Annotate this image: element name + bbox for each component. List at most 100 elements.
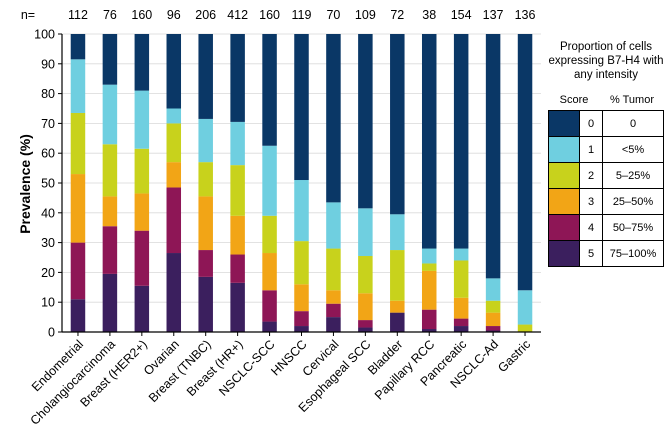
bar-segment-score-2-5: [230, 165, 245, 216]
y-tick-label-10: 10: [41, 296, 55, 310]
y-tick-label-40: 40: [41, 206, 55, 220]
bar-segment-score-4-0: [70, 242, 86, 300]
n-value-0: 112: [68, 8, 88, 22]
bar-segment-score-0-12: [453, 34, 469, 249]
legend-tumor-0: 0: [629, 117, 637, 130]
bar-segment-score-4-12: [453, 318, 469, 327]
bar-segment-score-5-10: [390, 312, 405, 332]
bar-segment-score-5-13: [485, 330, 501, 332]
bar-segment-score-4-4: [198, 250, 213, 277]
bar-segment-score-5-1: [102, 273, 118, 332]
legend: Proportion of cells expressing B7-H4 wit…: [548, 40, 664, 267]
bar-segment-score-0-2: [134, 34, 150, 91]
bar-segment-score-4-13: [485, 326, 501, 331]
legend-tumor-5: 75–100%: [609, 247, 657, 260]
legend-header: Score % Tumor: [548, 94, 664, 106]
bar-segment-score-3-6: [262, 253, 277, 291]
legend-swatch-4: [549, 215, 580, 240]
bar-segment-score-0-4: [198, 34, 213, 119]
bar-segment-score-2-11: [421, 263, 437, 271]
x-tick-label-14: Gastric: [495, 337, 533, 375]
bar-segment-score-5-8: [326, 317, 341, 332]
bar-segment-score-0-7: [294, 34, 309, 181]
bar-segment-score-1-8: [326, 202, 341, 249]
legend-score-3: 3: [580, 189, 603, 214]
legend-swatch-2: [549, 163, 580, 188]
bar-segment-score-1-7: [294, 180, 309, 242]
y-axis-label: Prevalence (%): [17, 134, 33, 234]
bar-segment-score-0-9: [358, 34, 373, 209]
bar-segment-score-4-6: [262, 290, 277, 322]
bar-segment-score-5-5: [230, 282, 245, 332]
bar-segment-score-0-0: [70, 34, 86, 60]
n-values: 112 76 160 96 206 412 160 119 70 109 72 38 154 137 136: [68, 8, 536, 22]
bar-segment-score-0-1: [102, 34, 118, 85]
legend-row-score-4: 4 50–75%: [549, 215, 663, 241]
bar-segment-score-3-7: [294, 284, 309, 312]
legend-score-2: 2: [580, 163, 603, 188]
bar-segment-score-0-5: [230, 34, 245, 122]
bar-segment-score-1-3: [166, 108, 182, 124]
bar-segment-score-2-7: [294, 241, 309, 285]
legend-row-score-3: 3 25–50%: [549, 189, 663, 215]
legend-col-tumor: % Tumor: [609, 94, 654, 106]
n-value-5: 412: [227, 8, 248, 22]
n-value-3: 96: [167, 8, 181, 22]
y-tick-labels: 0 10 20 30 40 50 60 70 80 90 100: [34, 28, 55, 340]
y-tick-label-30: 30: [41, 236, 55, 250]
bar-segment-score-3-8: [326, 290, 341, 304]
bar-segment-score-2-8: [326, 248, 341, 291]
legend-swatch-3: [549, 189, 580, 214]
legend-table: 0 0 1 <5% 2 5–25% 3 25–50% 4 50–75% 5 75–100%: [548, 110, 664, 267]
legend-tumor-1: <5%: [621, 143, 645, 156]
y-tick-label-0: 0: [48, 326, 55, 340]
bar-segment-score-2-3: [166, 123, 182, 163]
bar-segment-score-2-12: [453, 260, 469, 298]
bar-segment-score-1-11: [421, 248, 437, 264]
legend-score-1: 1: [580, 137, 603, 162]
legend-score-5: 5: [580, 241, 603, 266]
bar-segment-score-3-3: [166, 162, 182, 188]
bar-segment-score-3-4: [198, 196, 213, 251]
y-tick-label-100: 100: [34, 28, 55, 42]
n-value-4: 206: [195, 8, 216, 22]
bar-segment-score-1-12: [453, 248, 469, 261]
bar-segment-score-4-8: [326, 303, 341, 318]
legend-score-0: 0: [580, 111, 603, 136]
bar-segment-score-1-5: [230, 121, 245, 166]
n-value-2: 160: [131, 8, 152, 22]
n-value-1: 76: [103, 8, 117, 22]
chart: n= 112 76 160 96 206 412 160 119 70 109 72 38 154 137…: [17, 8, 541, 428]
bar-segment-score-4-3: [166, 187, 182, 254]
bar-segment-score-3-9: [358, 293, 373, 321]
y-tick-label-20: 20: [41, 266, 55, 280]
bar-segment-score-4-7: [294, 311, 309, 327]
bar-segment-score-5-4: [198, 276, 213, 332]
bar-segment-score-0-8: [326, 34, 341, 203]
bar-segment-score-1-6: [262, 145, 277, 216]
y-tick-label-60: 60: [41, 147, 55, 161]
legend-tumor-2: 5–25%: [615, 169, 651, 182]
n-value-14: 136: [515, 8, 536, 22]
legend-score-4: 4: [580, 215, 603, 240]
bar-segment-score-3-0: [70, 174, 86, 243]
bar-segment-score-4-1: [102, 226, 118, 274]
n-value-11: 38: [422, 8, 436, 22]
axes: [58, 33, 541, 336]
bar-segment-score-1-4: [198, 118, 213, 163]
bar-segment-score-2-9: [358, 256, 373, 294]
legend-swatch-5: [549, 241, 580, 266]
bar-segment-score-3-2: [134, 193, 150, 231]
bar-segment-score-1-0: [70, 59, 86, 113]
bar-segment-score-1-14: [517, 290, 533, 325]
bar-segment-score-2-10: [390, 250, 405, 301]
bar-segment-score-0-3: [166, 34, 182, 109]
bar-segment-score-0-13: [485, 34, 501, 279]
bar-segment-score-3-10: [390, 300, 405, 313]
legend-row-score-5: 5 75–100%: [549, 241, 663, 266]
bar-segment-score-3-1: [102, 196, 118, 227]
bar-segment-score-5-3: [166, 253, 182, 332]
n-value-6: 160: [259, 8, 280, 22]
bar-segment-score-1-2: [134, 90, 150, 149]
legend-row-score-1: 1 <5%: [549, 137, 663, 163]
